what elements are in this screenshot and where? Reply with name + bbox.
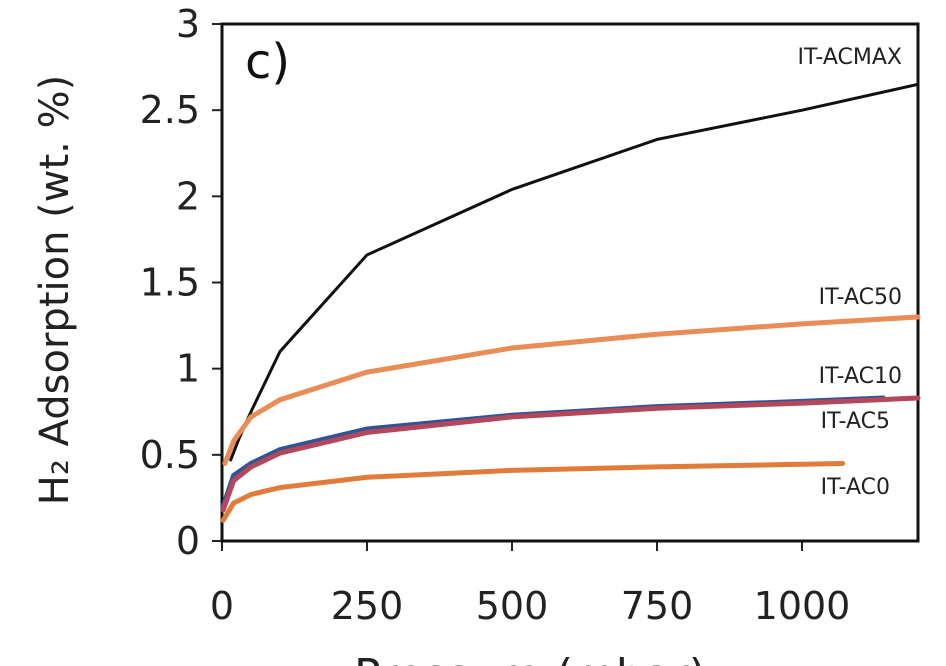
series-label: IT-AC5	[821, 409, 890, 434]
series-label: IT-AC10	[819, 364, 902, 389]
series-label: IT-ACMAX	[798, 45, 903, 70]
y-tick-label: 1	[176, 347, 200, 391]
x-axis-label: Pressure (mbar)	[354, 650, 706, 666]
series-label: IT-AC0	[821, 475, 890, 500]
x-tick-label: 0	[210, 584, 234, 628]
series-line	[220, 395, 921, 513]
y-tick-label: 2.5	[140, 88, 200, 132]
y-tick-label: 3	[176, 2, 200, 46]
y-tick-label: 2	[176, 174, 200, 218]
series-line	[222, 314, 921, 466]
y-tick-label: 0.5	[140, 433, 200, 477]
panel-label: c)	[245, 34, 290, 90]
x-tick-label: 250	[331, 584, 404, 628]
plot-frame	[220, 22, 920, 543]
series-line	[220, 460, 846, 523]
series-label: IT-AC50	[819, 285, 902, 310]
x-tick-label: 1000	[754, 584, 851, 628]
x-tick-label: 500	[476, 584, 549, 628]
y-tick-label: 1.5	[140, 261, 200, 305]
y-axis-label: H₂ Adsorption (wt. %)	[32, 75, 78, 505]
x-tick-label: 750	[621, 584, 694, 628]
y-tick-label: 0	[176, 519, 200, 563]
